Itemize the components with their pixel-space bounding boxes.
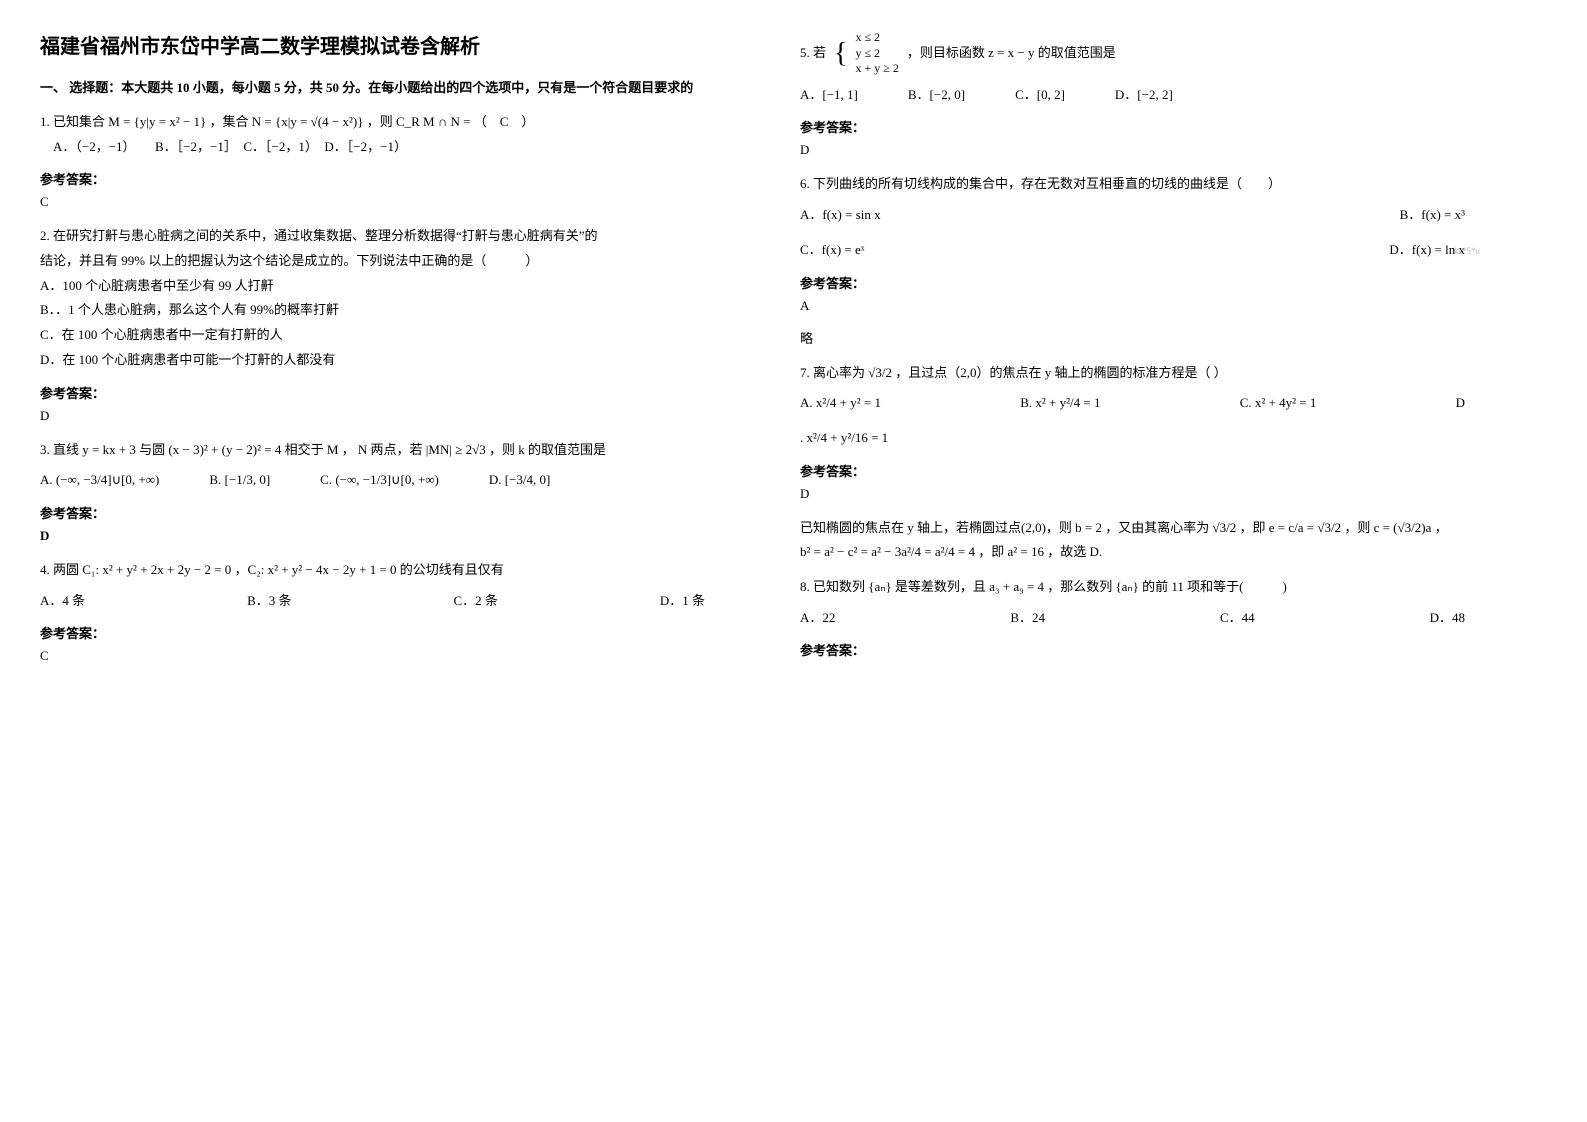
q5-ans: D (800, 142, 1500, 158)
q8: 8. 已知数列 {aₙ} 是等差数列，且 a₃ + a₉ = 4 ，那么数列 {… (800, 575, 1500, 630)
q5-b3: x + y ≥ 2 (855, 61, 898, 77)
q3-c: C. (−∞, −1/3]∪[0, +∞) (320, 468, 439, 493)
q6-ans: A (800, 298, 1500, 314)
q3-ans-label: 参考答案： (40, 503, 740, 522)
q5-pre: 5. 若 (800, 41, 826, 66)
q7-explain: 已知椭圆的焦点在 y 轴上，若椭圆过点(2,0)，则 b = 2 ，又由其离心率… (800, 516, 1500, 565)
q1-ans: C (40, 194, 740, 210)
q2-l2: 结论，并且有 99% 以上的把握认为这个结论是成立的。下列说法中正确的是（ ） (40, 249, 740, 274)
q5-opts: A．[−1, 1] B．[−2, 0] C．[0, 2] D．[−2, 2] (800, 83, 1500, 108)
q1-ans-label: 参考答案： (40, 169, 740, 188)
q3-opts: A. (−∞, −3/4]∪[0, +∞) B. [−1/3, 0] C. (−… (40, 468, 740, 493)
q8-b: B．24 (1010, 606, 1045, 631)
q2-ans-label: 参考答案： (40, 383, 740, 402)
q7-ans: D (800, 486, 1500, 502)
q1-opts: A．（−2，−1） B．［−2，−1］ C．［−2，1） D．［−2，−1） (40, 135, 740, 160)
q4-b: B．3 条 (247, 589, 291, 614)
q5-b2: y ≤ 2 (855, 46, 898, 62)
left-column: 福建省福州市东岱中学高二数学理模拟试卷含解析 一、 选择题：本大题共 10 小题… (40, 30, 740, 678)
q6-c: C．f(x) = eˣ (800, 238, 865, 263)
q5: 5. 若 { x ≤ 2 y ≤ 2 x + y ≥ 2 ，则目标函数 z = … (800, 30, 1500, 107)
q3-ans: D (40, 528, 740, 544)
watermark: ks*5*u (1454, 243, 1480, 260)
q5-ans-label: 参考答案： (800, 117, 1500, 136)
q7-exp1: 已知椭圆的焦点在 y 轴上，若椭圆过点(2,0)，则 b = 2 ，又由其离心率… (800, 516, 1500, 541)
q5-b: B．[−2, 0] (908, 83, 965, 108)
q6-a: A．f(x) = sin x (800, 203, 881, 228)
q4-a: A．4 条 (40, 589, 85, 614)
q5-d: D．[−2, 2] (1115, 83, 1173, 108)
q2-d: D．在 100 个心脏病患者中可能一个打鼾的人都没有 (40, 348, 740, 373)
q6-omit: 略 (800, 328, 1500, 347)
q4-d: D．1 条 (660, 589, 705, 614)
q5-post: ，则目标函数 z = x − y 的取值范围是 (907, 41, 1116, 66)
q4: 4. 两圆 C₁: x² + y² + 2x + 2y − 2 = 0 ，C₂:… (40, 558, 740, 613)
q3-b: B. [−1/3, 0] (209, 468, 270, 493)
q4-c: C．2 条 (453, 589, 497, 614)
q5-c: C．[0, 2] (1015, 83, 1065, 108)
q4-ans-label: 参考答案： (40, 623, 740, 642)
q5-b1: x ≤ 2 (855, 30, 898, 46)
q2-c: C．在 100 个心脏病患者中一定有打鼾的人 (40, 323, 740, 348)
section-heading: 一、 选择题：本大题共 10 小题，每小题 5 分，共 50 分。在每小题给出的… (40, 77, 740, 96)
q1-stem: 1. 已知集合 M = {y|y = x² − 1} ，集合 N = {x|y … (40, 110, 740, 135)
q6-ans-label: 参考答案： (800, 273, 1500, 292)
q2-ans: D (40, 408, 740, 424)
q3-stem: 3. 直线 y = kx + 3 与圆 (x − 3)² + (y − 2)² … (40, 438, 740, 463)
q2-a: A．100 个心脏病患者中至少有 99 人打鼾 (40, 274, 740, 299)
q7-d: D (1456, 391, 1465, 416)
q3-d: D. [−3/4, 0] (489, 468, 551, 493)
q4-opts: A．4 条 B．3 条 C．2 条 D．1 条 (40, 589, 705, 614)
q7: 7. 离心率为 √3/2 ，且过点（2,0）的焦点在 y 轴上的椭圆的标准方程是… (800, 361, 1500, 451)
page-title: 福建省福州市东岱中学高二数学理模拟试卷含解析 (40, 30, 740, 59)
q7-extra: . x²/4 + y²/16 = 1 (800, 426, 1500, 451)
q8-ans-label: 参考答案： (800, 640, 1500, 659)
q5-a: A．[−1, 1] (800, 83, 858, 108)
q3: 3. 直线 y = kx + 3 与圆 (x − 3)² + (y − 2)² … (40, 438, 740, 493)
q4-ans: C (40, 648, 740, 664)
q6-b: B．f(x) = x³ (1400, 203, 1465, 228)
q8-c: C．44 (1220, 606, 1255, 631)
q2-b: B．．1 个人患心脏病，那么这个人有 99%的概率打鼾 (40, 298, 740, 323)
q7-exp2: b² = a² − c² = a² − 3a²/4 = a²/4 = 4 ，即 … (800, 540, 1500, 565)
q4-stem: 4. 两圆 C₁: x² + y² + 2x + 2y − 2 = 0 ，C₂:… (40, 558, 740, 583)
q3-a: A. (−∞, −3/4]∪[0, +∞) (40, 468, 159, 493)
q7-stem: 7. 离心率为 √3/2 ，且过点（2,0）的焦点在 y 轴上的椭圆的标准方程是… (800, 361, 1500, 386)
q6: 6. 下列曲线的所有切线构成的集合中，存在无数对互相垂直的切线的曲线是（ ） A… (800, 172, 1500, 262)
q8-d: D．48 (1430, 606, 1465, 631)
q8-a: A．22 (800, 606, 835, 631)
q2: 2. 在研究打鼾与患心脏病之间的关系中，通过收集数据、整理分析数据得“打鼾与患心… (40, 224, 740, 372)
q7-b: B. x² + y²/4 = 1 (1020, 391, 1100, 416)
q2-l1: 2. 在研究打鼾与患心脏病之间的关系中，通过收集数据、整理分析数据得“打鼾与患心… (40, 224, 740, 249)
q8-stem: 8. 已知数列 {aₙ} 是等差数列，且 a₃ + a₉ = 4 ，那么数列 {… (800, 575, 1500, 600)
q6-stem: 6. 下列曲线的所有切线构成的集合中，存在无数对互相垂直的切线的曲线是（ ） (800, 172, 1500, 197)
q7-c: C. x² + 4y² = 1 (1240, 391, 1317, 416)
q7-ans-label: 参考答案： (800, 461, 1500, 480)
q1: 1. 已知集合 M = {y|y = x² − 1} ，集合 N = {x|y … (40, 110, 740, 159)
right-column: 5. 若 { x ≤ 2 y ≤ 2 x + y ≥ 2 ，则目标函数 z = … (800, 30, 1500, 678)
q7-a: A. x²/4 + y² = 1 (800, 391, 881, 416)
